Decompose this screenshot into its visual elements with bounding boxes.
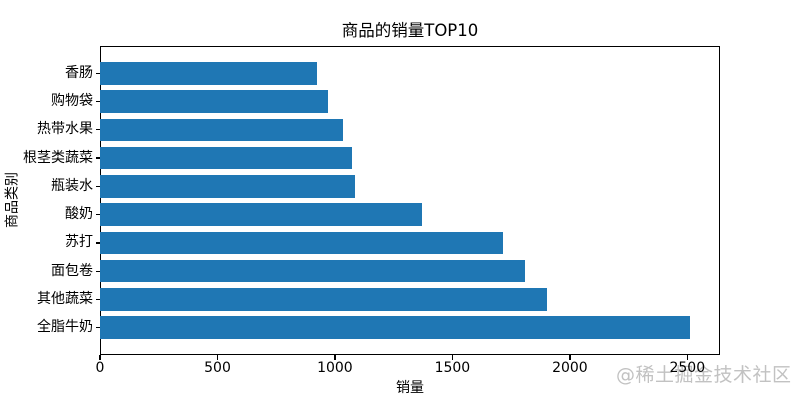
bar-9 [100,316,691,339]
xtick-label-0: 0 [95,360,105,376]
ytick-mark-1 [96,100,100,103]
ytick-label-7: 面包卷 [51,262,93,279]
xtick-mark-3 [451,355,454,360]
bar-2 [100,118,343,142]
bar-4 [100,175,356,198]
ytick-label-0: 香肠 [65,64,93,81]
ytick-label-4: 瓶装水 [51,177,93,194]
ytick-mark-9 [96,327,100,329]
bar-5 [100,203,423,226]
plot-area [100,46,720,355]
xtick-label-2: 1000 [317,360,353,376]
chart-title: 商品的销量TOP10 [341,21,479,40]
ytick-mark-2 [96,129,100,131]
ytick-mark-6 [96,242,100,244]
xtick-mark-5 [686,355,688,360]
ytick-label-8: 其他蔬菜 [37,290,93,307]
ytick-label-5: 酸奶 [65,206,93,223]
ytick-mark-0 [96,72,100,74]
ytick-label-3: 根茎类蔬菜 [23,149,93,166]
xtick-mark-2 [334,355,336,360]
ytick-label-1: 购物袋 [51,93,93,110]
ytick-mark-7 [96,270,100,272]
xtick-mark-4 [569,355,571,360]
xtick-label-3: 1500 [434,360,471,376]
bar-3 [100,146,352,170]
bar-6 [100,231,503,255]
ytick-label-9: 全脂牛奶 [37,319,93,336]
xtick-label-4: 2000 [552,360,588,376]
xtick-mark-1 [216,355,219,360]
bar-7 [100,259,525,283]
bar-8 [100,288,548,311]
x-axis-label: 销量 [396,380,424,396]
xtick-label-5: 2500 [669,360,706,376]
bar-0 [100,62,318,85]
xtick-mark-0 [99,355,101,360]
ytick-mark-3 [96,157,100,159]
ytick-label-6: 苏打 [65,234,93,251]
ytick-mark-8 [96,298,100,301]
ytick-mark-5 [96,213,100,216]
xtick-label-1: 500 [204,360,231,376]
ytick-mark-4 [96,185,100,188]
bar-1 [100,90,328,113]
ytick-label-2: 热带水果 [37,121,93,138]
